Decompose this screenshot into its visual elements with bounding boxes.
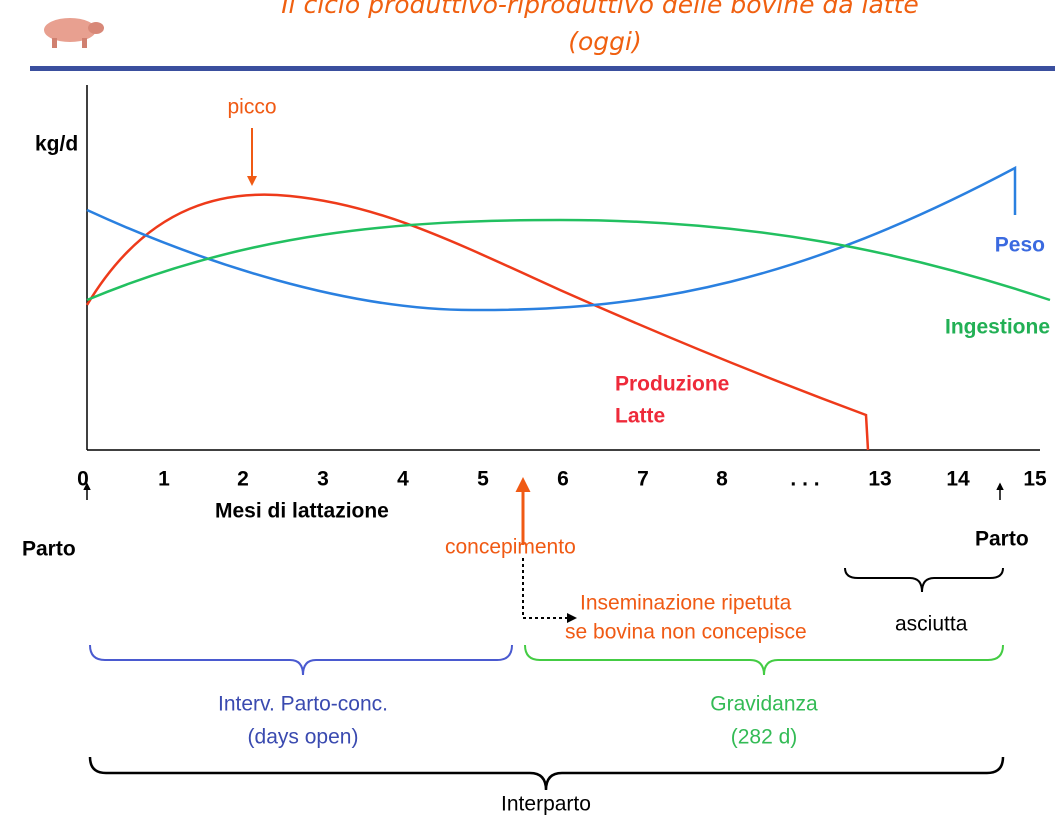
- milk-label: Latte: [615, 405, 665, 428]
- x-tick-label: 1: [158, 468, 170, 491]
- x-tick-label: 7: [637, 468, 649, 491]
- insemination-label: se bovina non concepisce: [565, 621, 807, 644]
- milk-label: Produzione: [615, 373, 729, 396]
- x-tick-label: 8: [716, 468, 728, 491]
- title: Il ciclo produttivo-riproduttivo delle b…: [281, 0, 919, 19]
- milk-curve: [87, 195, 868, 450]
- peak-label: picco: [227, 96, 276, 119]
- x-axis-label: Mesi di lattazione: [215, 500, 389, 523]
- title-rule: [30, 66, 1055, 71]
- weight-curve: [87, 168, 1015, 310]
- y-axis-label: kg/d: [35, 133, 78, 156]
- pregnancy-label: (282 d): [731, 726, 798, 749]
- subtitle: (oggi): [568, 27, 642, 56]
- interval-brace: [90, 757, 1003, 790]
- x-tick-label: 15: [1023, 468, 1047, 491]
- dry-label: asciutta: [895, 613, 968, 636]
- x-tick-label: 4: [397, 468, 409, 491]
- interval-label: Interparto: [501, 793, 591, 816]
- pregnancy-label: Gravidanza: [710, 693, 818, 716]
- pregnancy-brace: [525, 645, 1003, 675]
- x-tick-label: 6: [557, 468, 569, 491]
- intake-label: Ingestione: [945, 316, 1050, 339]
- x-tick-label: 14: [946, 468, 970, 491]
- intake-curve: [87, 220, 1050, 300]
- slide: Il ciclo produttivo-riproduttivo delle b…: [0, 0, 1055, 821]
- dry-brace: [845, 568, 1003, 592]
- x-tick-label: 5: [477, 468, 489, 491]
- weight-label: Peso: [995, 234, 1045, 257]
- x-tick-label: . . .: [790, 468, 819, 491]
- days-open-label: (days open): [248, 726, 359, 749]
- x-tick-label: 3: [317, 468, 329, 491]
- pig-icon: [44, 18, 104, 48]
- x-tick-label: 13: [868, 468, 891, 491]
- insemination-arrow: [523, 558, 575, 618]
- insemination-label: Inseminazione ripetuta: [580, 592, 792, 615]
- days-open-brace: [90, 645, 512, 675]
- calving-label: Parto: [22, 538, 76, 561]
- x-tick-label: 2: [237, 468, 249, 491]
- days-open-label: Interv. Parto-conc.: [218, 693, 388, 716]
- conception-label: concepimento: [445, 536, 576, 559]
- calving-label: Parto: [975, 528, 1029, 551]
